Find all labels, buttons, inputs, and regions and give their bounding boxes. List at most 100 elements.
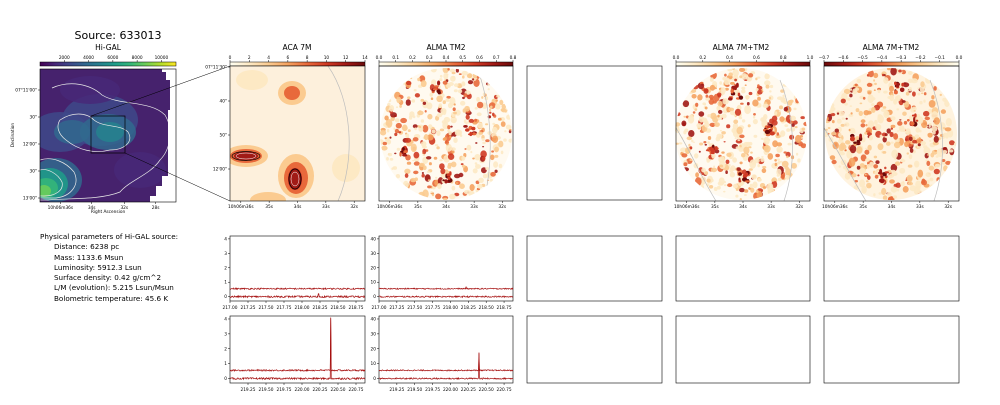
noise-spot bbox=[903, 100, 910, 108]
hot-spot bbox=[745, 180, 750, 183]
hot-spot bbox=[432, 88, 438, 91]
combined1-colorbar-ticks: 0.0 0.2 0.4 0.6 0.8 1.0 bbox=[673, 55, 814, 62]
noise-spot bbox=[867, 175, 871, 181]
combined1-contour-b bbox=[779, 79, 793, 202]
noise-spot bbox=[849, 144, 857, 154]
noise-spot bbox=[692, 111, 696, 114]
noise-spot bbox=[739, 198, 742, 200]
tm2-axis-ticks: 10h06m36s 35s 34s 33s 32s bbox=[377, 201, 507, 210]
noise-spot bbox=[923, 147, 931, 155]
noise-spot bbox=[494, 154, 499, 158]
noise-spot bbox=[508, 138, 512, 143]
hot-spot bbox=[712, 144, 715, 148]
param-luminosity: Luminosity: 5912.3 Lsun bbox=[54, 262, 142, 272]
intensity-blob bbox=[332, 154, 360, 182]
noise-spot bbox=[395, 122, 402, 129]
noise-spot bbox=[867, 144, 872, 151]
noise-spot bbox=[468, 73, 472, 78]
noise-spot bbox=[864, 131, 868, 135]
noise-spot bbox=[860, 119, 866, 124]
noise-spot bbox=[413, 151, 420, 159]
intensity-blob bbox=[60, 76, 120, 104]
noise-spot bbox=[793, 107, 797, 111]
x-tick-label: 219.75 bbox=[425, 387, 440, 393]
noise-spot bbox=[407, 96, 411, 100]
noise-spot bbox=[905, 128, 911, 135]
noise-spot bbox=[420, 98, 425, 102]
noise-spot bbox=[889, 94, 894, 102]
noise-spot bbox=[385, 125, 388, 129]
noise-spot bbox=[720, 129, 722, 132]
noise-spot bbox=[481, 138, 485, 141]
noise-spot bbox=[855, 108, 860, 113]
intensity-blob bbox=[288, 168, 302, 190]
noise-spot bbox=[485, 123, 489, 126]
noise-spot bbox=[849, 93, 853, 98]
noise-spot bbox=[725, 170, 728, 174]
noise-spot bbox=[884, 133, 888, 137]
noise-spot bbox=[439, 74, 443, 78]
noise-spot bbox=[896, 130, 900, 132]
noise-spot bbox=[908, 154, 913, 160]
x-tick-label: 217.25 bbox=[240, 305, 255, 311]
noise-spot bbox=[735, 139, 743, 144]
noise-spot bbox=[911, 106, 917, 111]
noise-spot bbox=[779, 116, 785, 122]
noise-spot bbox=[883, 74, 886, 77]
param-evolution: L/M (evolution): 5.215 Lsun/Msun bbox=[54, 283, 174, 293]
source-title: Source: 633013 bbox=[75, 29, 162, 42]
hot-spot bbox=[738, 180, 742, 183]
noise-spot bbox=[729, 171, 736, 178]
noise-spot bbox=[780, 160, 783, 163]
noise-spot bbox=[732, 157, 737, 163]
noise-spot bbox=[928, 125, 931, 128]
y-tick-label: 30 bbox=[371, 331, 377, 337]
higal-ylabel: Declination bbox=[10, 123, 16, 148]
noise-spot bbox=[752, 119, 758, 125]
noise-spot bbox=[492, 122, 496, 125]
colorbar-tick-label: 4 bbox=[267, 55, 270, 61]
noise-spot bbox=[386, 129, 390, 133]
noise-spot bbox=[930, 152, 935, 158]
noise-spot bbox=[883, 77, 889, 84]
noise-spot bbox=[757, 89, 763, 95]
noise-spot bbox=[856, 146, 863, 154]
noise-spot bbox=[757, 96, 761, 101]
noise-spot bbox=[848, 128, 851, 132]
noise-spot bbox=[436, 146, 440, 150]
noise-spot bbox=[463, 189, 471, 195]
noise-spot bbox=[753, 134, 758, 138]
noise-spot bbox=[762, 186, 767, 189]
noise-spot bbox=[420, 141, 427, 147]
noise-spot bbox=[844, 102, 848, 106]
noise-spot bbox=[782, 83, 788, 87]
noise-spot bbox=[757, 84, 760, 88]
noise-spot bbox=[748, 73, 754, 78]
noise-spot bbox=[498, 163, 503, 169]
noise-spot bbox=[761, 137, 764, 140]
noise-spot bbox=[694, 108, 698, 111]
noise-spot bbox=[882, 151, 887, 154]
x-tick-label: 218.00 bbox=[443, 305, 458, 311]
hot-spot bbox=[913, 116, 916, 123]
higal-zoom-box bbox=[90, 115, 126, 154]
noise-spot bbox=[707, 129, 711, 133]
aca-contour-right bbox=[288, 168, 302, 190]
noise-spot bbox=[771, 115, 778, 122]
noise-spot bbox=[934, 163, 941, 168]
x-tick-label: 217.00 bbox=[222, 305, 237, 311]
noise-spot bbox=[698, 150, 701, 153]
noise-spot bbox=[888, 173, 895, 178]
noise-spot bbox=[414, 127, 417, 131]
colorbar-tick-label: 0.2 bbox=[699, 55, 706, 61]
param-surface-density: Surface density: 0.42 g/cm^2 bbox=[54, 273, 162, 283]
noise-spot bbox=[775, 153, 780, 158]
noise-spot bbox=[710, 167, 718, 173]
noise-spot bbox=[404, 173, 409, 178]
noise-spot bbox=[890, 169, 896, 173]
noise-spot bbox=[883, 90, 888, 94]
noise-spot bbox=[439, 163, 445, 170]
noise-spot bbox=[780, 130, 786, 137]
x-tick-label: 218.00 bbox=[294, 305, 309, 311]
spectrum-series-line bbox=[229, 318, 366, 373]
